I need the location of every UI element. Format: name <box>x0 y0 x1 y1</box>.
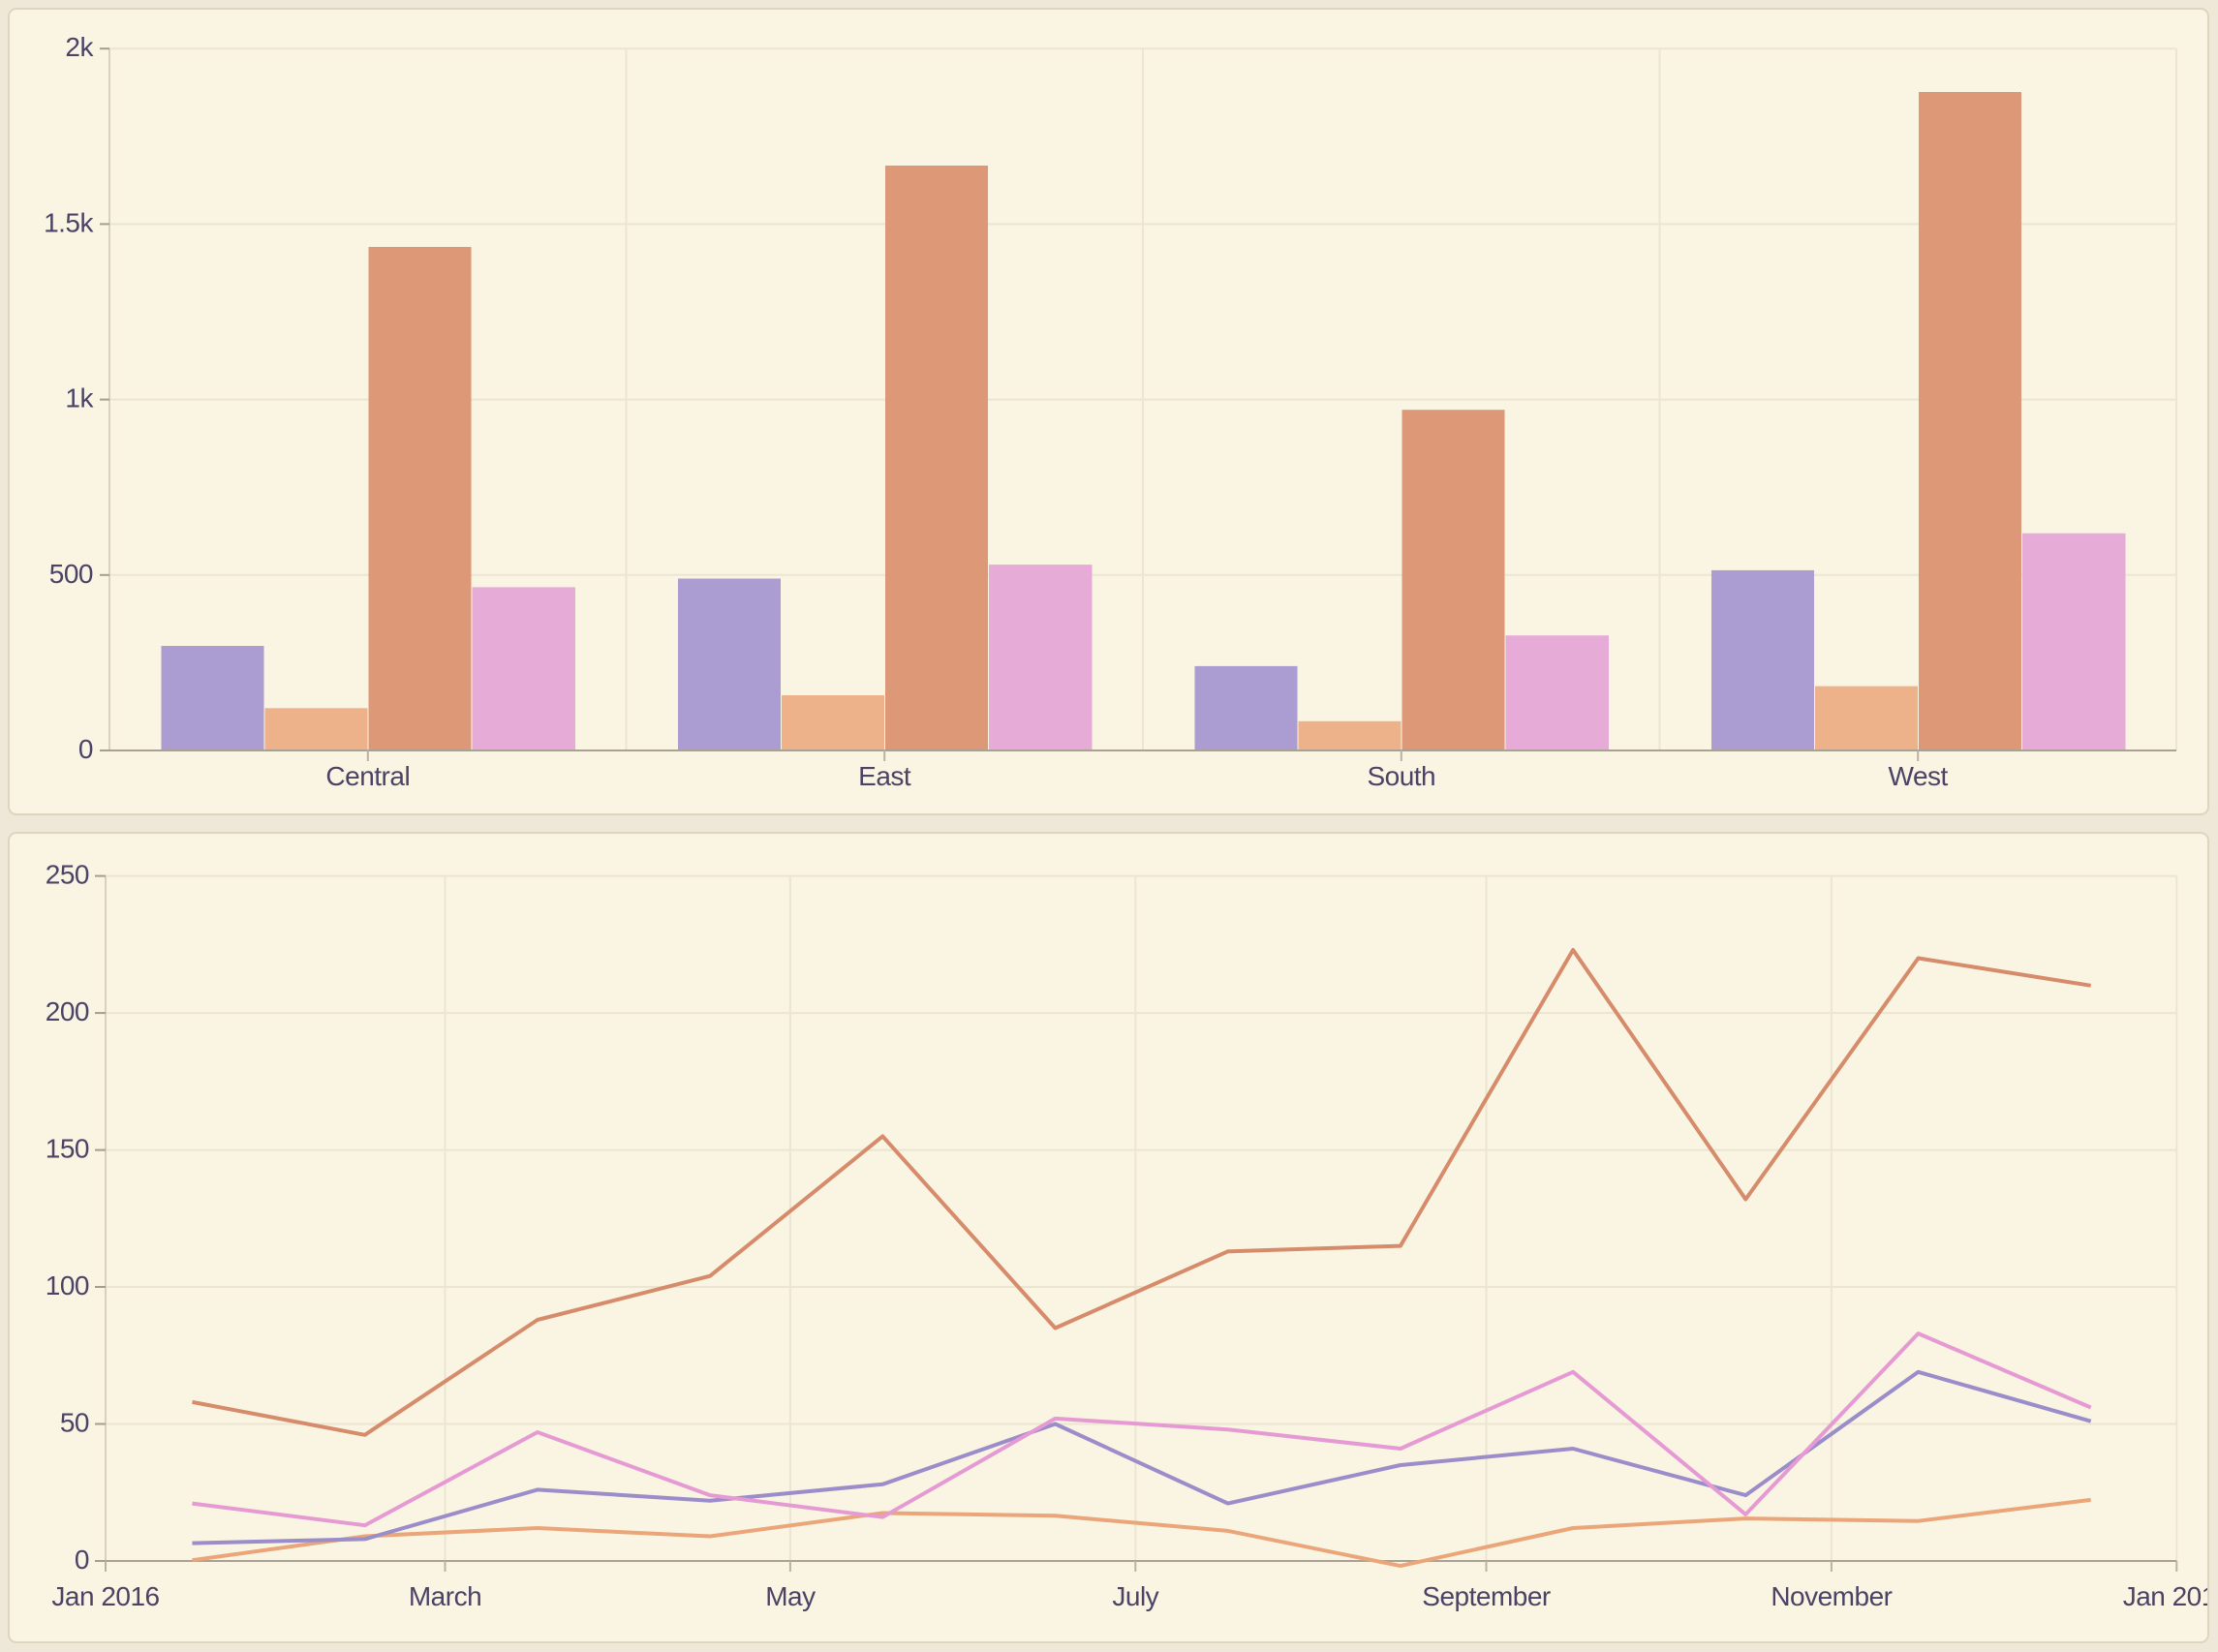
svg-text:Jan 2016: Jan 2016 <box>51 1581 159 1611</box>
svg-text:East: East <box>858 761 911 791</box>
svg-text:1k: 1k <box>65 383 94 413</box>
svg-text:150: 150 <box>46 1134 89 1164</box>
svg-text:0: 0 <box>75 1545 89 1575</box>
svg-text:Jan 2017: Jan 2017 <box>2123 1581 2218 1611</box>
svg-text:100: 100 <box>46 1270 89 1300</box>
svg-text:Central: Central <box>325 761 410 791</box>
svg-text:1.5k: 1.5k <box>44 207 94 237</box>
svg-text:September: September <box>1422 1581 1551 1611</box>
svg-text:July: July <box>1112 1581 1158 1611</box>
svg-text:May: May <box>765 1581 816 1611</box>
svg-text:South: South <box>1367 761 1435 791</box>
svg-text:50: 50 <box>60 1408 89 1438</box>
svg-text:0: 0 <box>78 734 93 764</box>
svg-text:250: 250 <box>46 860 89 890</box>
svg-text:500: 500 <box>49 559 93 589</box>
svg-text:November: November <box>1771 1581 1892 1611</box>
svg-text:2k: 2k <box>65 32 94 62</box>
svg-text:March: March <box>409 1581 481 1611</box>
svg-text:West: West <box>1889 761 1949 791</box>
svg-text:200: 200 <box>46 996 89 1026</box>
